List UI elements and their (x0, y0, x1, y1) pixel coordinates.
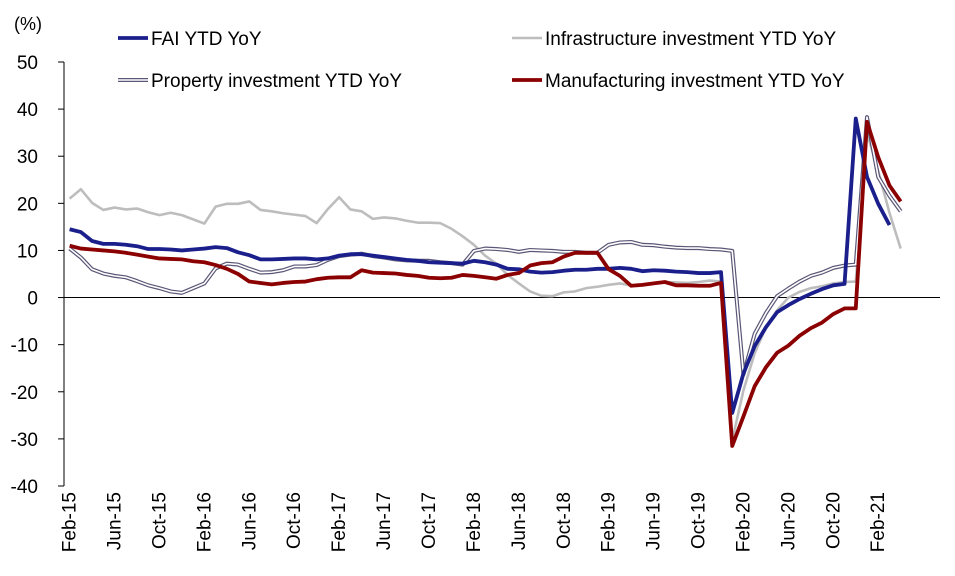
legend-label-infrastructure-investment-ytd-yoy: Infrastructure investment YTD YoY (545, 29, 836, 50)
series-line-property-investment-ytd-yoy (68, 115, 903, 377)
y-tick-label: 10 (17, 241, 38, 262)
y-tick-label: 20 (17, 194, 38, 215)
x-tick-label: Jun-17 (374, 492, 395, 550)
y-tick-label: 50 (17, 53, 38, 74)
series-line-property-investment-ytd-yoy-inner (69, 116, 902, 376)
x-tick-label: Feb-19 (599, 492, 620, 552)
x-tick-label: Oct-20 (823, 492, 844, 549)
y-tick-label: -40 (11, 477, 38, 498)
y-tick-label: -30 (11, 430, 38, 451)
x-tick-label: Jun-18 (509, 492, 530, 550)
x-tick-label: Jun-15 (105, 492, 126, 550)
x-tick-label: Feb-16 (194, 492, 215, 552)
x-tick-label: Jun-16 (239, 492, 260, 550)
y-axis: 50 40 30 20 10 0 -10 -20 -30 -40 (11, 53, 65, 498)
legend: FAI YTD YoY Infrastructure investment YTD… (118, 29, 845, 92)
x-tick-label: Oct-17 (419, 492, 440, 549)
x-tick-label: Jun-20 (778, 492, 799, 550)
x-tick-label: Oct-15 (149, 492, 170, 549)
x-axis: Feb-15 Jun-15 Oct-15 Feb-16 Jun-16 Oct-16 Feb-… (60, 297, 940, 552)
x-tick-label: Feb-20 (733, 492, 754, 552)
x-tick-label: Feb-21 (868, 492, 889, 552)
series-lines (68, 115, 903, 448)
legend-label-manufacturing-investment-ytd-yoy: Manufacturing investment YTD YoY (545, 71, 845, 92)
legend-label-property-investment-ytd-yoy: Property investment YTD YoY (151, 71, 402, 92)
legend-label-fai-ytd-yoy: FAI YTD YoY (151, 29, 262, 50)
x-tick-label: Oct-18 (554, 492, 575, 549)
series-line-fai-ytd-yoy (69, 116, 892, 415)
y-tick-label: -20 (11, 383, 38, 404)
x-tick-label: Oct-19 (689, 492, 710, 549)
y-tick-label: -10 (11, 336, 38, 357)
x-tick-label: Jun-19 (644, 492, 665, 550)
x-tick-label: Feb-18 (464, 492, 485, 552)
y-tick-label: 0 (27, 289, 38, 310)
x-tick-label: Feb-15 (60, 492, 81, 552)
x-tick-label: Oct-16 (284, 492, 305, 549)
x-tick-label: Feb-17 (329, 492, 350, 552)
y-tick-label: 40 (17, 100, 38, 121)
y-axis-unit-label: (%) (14, 14, 42, 34)
series-line-manufacturing-investment-ytd-yoy (69, 119, 903, 448)
y-tick-label: 30 (17, 147, 38, 168)
